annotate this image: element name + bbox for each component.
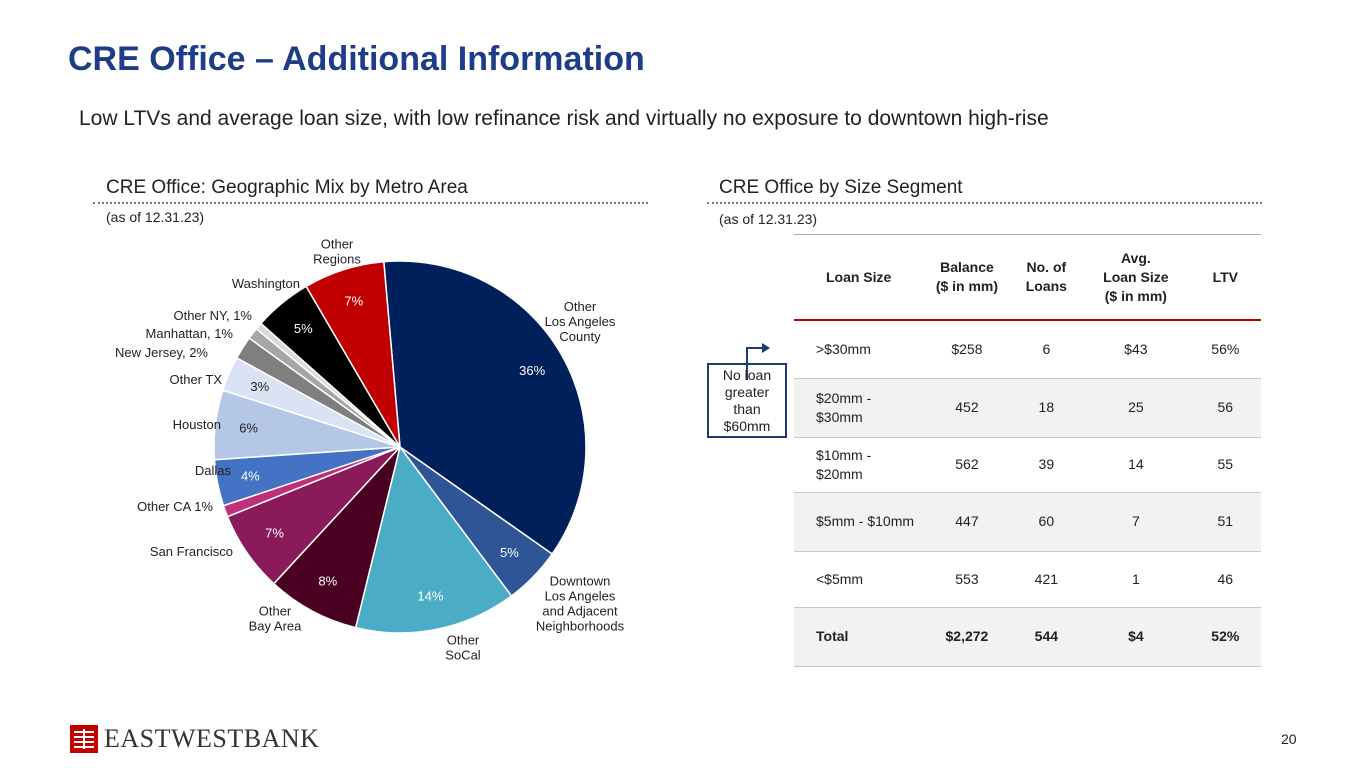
pie-slice-percent: 14% [417,588,443,603]
table-row: $20mm - $30mm 452 18 25 56 [794,378,1261,438]
pie-section-heading: CRE Office: Geographic Mix by Metro Area [106,177,468,198]
loan-size-cell: $5mm - $10mm [794,492,924,552]
page-title: CRE Office – Additional Information [68,40,645,78]
table-cell: $2,272 [923,607,1011,667]
table-column-header: Avg. Loan Size ($ in mm) [1082,234,1190,321]
table-cell: 46 [1189,551,1261,608]
pie-slice [354,445,513,634]
pie-slice-percent: 6% [239,421,258,436]
pie-slice [382,260,587,556]
logo-wordmark: EASTWESTBANK [104,724,320,753]
table-cell: 52% [1189,607,1261,667]
no-loan-callout: No loan greater than $60mm [707,363,787,438]
page-number: 20 [1281,731,1297,747]
loan-size-cell: $20mm - $30mm [794,378,924,438]
loan-size-cell: >$30mm [794,320,924,379]
loan-size-cell: <$5mm [794,551,924,608]
pie-slice-label: Manhattan, 1% [146,326,234,341]
table-row: $5mm - $10mm 447 60 7 51 [794,492,1261,552]
table-cell: 421 [1010,551,1083,608]
pie-slice-percent: 7% [344,294,363,309]
pie-slice-label: Washington [232,276,300,291]
pie-slice [272,446,401,629]
table-section-divider [707,202,1262,204]
table-cell: 1 [1082,551,1190,608]
table-cell: 562 [923,437,1011,493]
table-cell: 544 [1010,607,1083,667]
table-cell: $4 [1082,607,1190,667]
pie-slice-label: Other TX [169,372,222,387]
table-row: >$30mm $258 6 $43 56% [794,320,1261,379]
pie-slice-label: Other Regions [313,237,361,267]
pie-slice-percent: 3% [250,379,269,394]
table-cell: 553 [923,551,1011,608]
loan-size-cell: $10mm - $20mm [794,437,924,493]
pie-slice-percent: 4% [241,468,260,483]
table-cell: 39 [1010,437,1083,493]
bank-logo-icon [70,725,98,753]
table-as-of-date: (as of 12.31.23) [719,211,818,227]
pie-slice-label: Other CA 1% [137,499,213,514]
table-cell: 18 [1010,378,1083,438]
page-subtitle: Low LTVs and average loan size, with low… [79,107,1049,130]
pie-slice-label: New Jersey, 2% [115,345,208,360]
table-column-header: LTV [1189,234,1261,321]
table-row: Total $2,272 544 $4 52% [794,607,1261,667]
size-segment-table: Loan Size Balance ($ in mm) No. of Loans Avg.… [794,234,1261,667]
pie-slice-percent: 7% [265,526,284,541]
table-cell: $43 [1082,320,1190,379]
pie-section-divider [93,202,648,204]
loan-size-cell: Total [794,607,924,667]
table-cell: 51 [1189,492,1261,552]
table-section-heading: CRE Office by Size Segment [719,177,963,198]
table-row: $10mm - $20mm 562 39 14 55 [794,437,1261,493]
pie-slice-percent: 5% [294,321,313,336]
table-cell: 60 [1010,492,1083,552]
east-west-bank-logo: EASTWESTBANK [70,724,319,754]
pie-slice-percent: 5% [500,545,519,560]
table-cell: 6 [1010,320,1083,379]
table-cell: 447 [923,492,1011,552]
table-cell: $258 [923,320,1011,379]
pie-slice-label: Other Los Angeles County [545,299,616,344]
table-cell: 56% [1189,320,1261,379]
table-cell: 55 [1189,437,1261,493]
pie-slice-label: Downtown Los Angeles and Adjacent Neighborh… [536,574,625,634]
table-row: <$5mm 553 421 1 46 [794,551,1261,608]
table-cell: 452 [923,378,1011,438]
table-column-header: Loan Size [794,234,924,321]
pie-as-of-date: (as of 12.31.23) [106,209,205,225]
pie-slice-label: Houston [173,417,221,432]
pie-slice-percent: 36% [519,363,545,378]
table-column-header: Balance ($ in mm) [923,234,1011,321]
table-column-header: No. of Loans [1010,234,1083,321]
pie-slice [305,260,401,448]
pie-slice-label: Dallas [195,463,232,478]
pie-slice-percent: 8% [318,573,337,588]
pie-slice-label: San Francisco [150,544,233,559]
pie-slice-label: Other Bay Area [249,604,303,634]
table-cell: 25 [1082,378,1190,438]
pie-slice-label: Other NY, 1% [173,308,252,323]
table-header-row: Loan Size Balance ($ in mm) No. of Loans Avg.… [794,234,1261,321]
table-cell: 56 [1189,378,1261,438]
pie-slice-label: Other SoCal [445,633,481,663]
table-cell: 7 [1082,492,1190,552]
table-cell: 14 [1082,437,1190,493]
